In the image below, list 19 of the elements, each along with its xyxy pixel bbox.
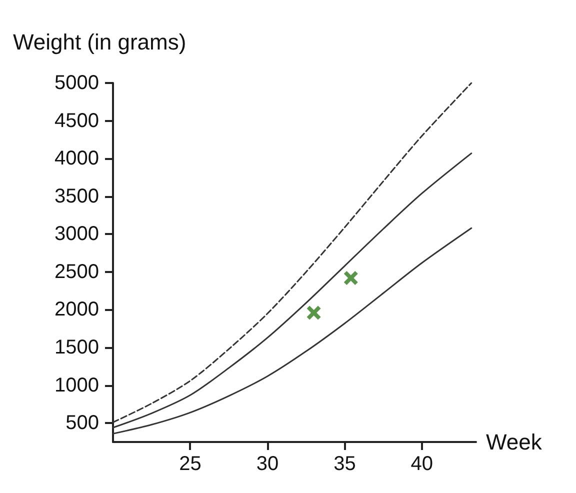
line-series [112, 152, 472, 428]
y-tick-label: 3500 [54, 185, 99, 208]
line-series [112, 227, 472, 434]
y-tick-label: 1500 [54, 336, 99, 359]
x-tick-label: 30 [256, 453, 279, 475]
y-tick-label: 2000 [54, 298, 99, 321]
y-tick-label: 2500 [54, 260, 99, 283]
y-tick-label: 3000 [54, 223, 99, 246]
x-tick-label: 40 [410, 453, 434, 475]
y-tick-label: 1000 [54, 374, 99, 396]
y-axis-title: Weight (in grams) [13, 30, 186, 54]
x-axis-title: Week [486, 430, 543, 454]
y-tick-label: 5000 [54, 72, 99, 94]
x-tick-label: 25 [179, 453, 202, 475]
y-tick-label: 4000 [54, 148, 99, 170]
x-tick-label: 35 [334, 453, 356, 475]
line-series [112, 82, 472, 424]
y-tick-label: 4500 [54, 110, 99, 132]
y-tick-label: 500 [66, 412, 99, 434]
